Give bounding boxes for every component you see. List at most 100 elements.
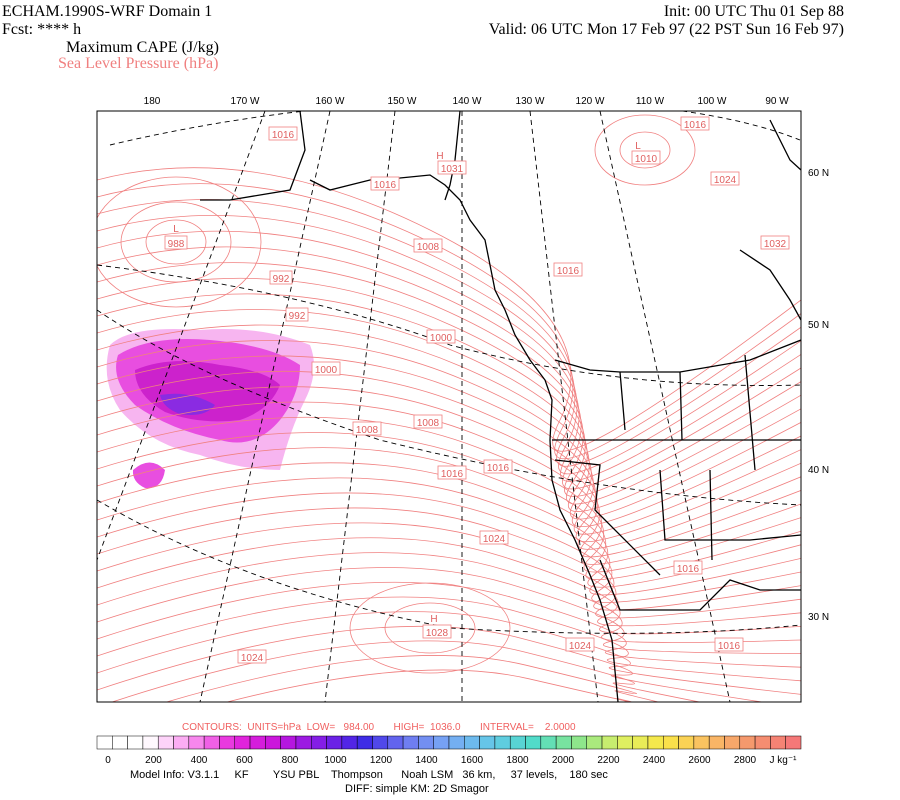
meridian xyxy=(599,111,731,702)
map-frame xyxy=(96,110,802,703)
isobar xyxy=(97,293,801,512)
colorbar-label: 1200 xyxy=(370,755,393,766)
isobar xyxy=(97,386,801,558)
isobar-label: 1024 xyxy=(569,641,592,652)
colorbar-cell xyxy=(188,735,205,750)
colorbar-cell xyxy=(448,735,465,750)
pressure-center: L xyxy=(173,224,179,235)
isobar-label: 1008 xyxy=(417,418,440,429)
isobar-label: 1016 xyxy=(374,180,397,191)
isobar xyxy=(97,462,801,596)
colorbar-cell xyxy=(356,735,373,750)
colorbar-cell xyxy=(234,735,251,750)
isobar-label: 1016 xyxy=(677,564,700,575)
colorbar-cell xyxy=(341,735,358,750)
isobar-label: 1016 xyxy=(272,130,295,141)
isobar xyxy=(97,537,801,635)
coastline xyxy=(200,111,619,702)
colorbar-cell xyxy=(525,735,542,750)
longitude-label: 130 W xyxy=(516,96,545,107)
colorbar-label: 1000 xyxy=(324,755,347,766)
isobar-label: 1031 xyxy=(441,164,464,175)
colorbar-label: 1800 xyxy=(506,755,529,766)
isobar-label: 1028 xyxy=(426,628,449,639)
colorbar-cell xyxy=(219,735,235,750)
isobar-label: 1016 xyxy=(718,641,741,652)
parallel xyxy=(97,264,801,386)
longitude-label: 90 W xyxy=(765,96,789,107)
colorbar-label: 800 xyxy=(282,755,299,766)
meridian xyxy=(529,111,599,702)
colorbar-cell xyxy=(770,735,786,750)
longitude-label: 160 W xyxy=(316,96,345,107)
isobar-label: 992 xyxy=(289,311,306,322)
meridian xyxy=(324,111,396,702)
init-time: Init: 00 UTC Thu 01 Sep 88 xyxy=(664,3,844,20)
isobar-label-box xyxy=(483,459,513,474)
colorbar-cell xyxy=(96,735,113,750)
meridian xyxy=(199,111,331,702)
isobar-label: 1032 xyxy=(764,239,787,250)
isobar xyxy=(97,167,801,452)
isobar xyxy=(97,277,801,505)
isobar-label-box xyxy=(565,637,595,652)
map-axes: 180 170 W 160 W 150 W 140 W 130 W 120 W 110 W 10… xyxy=(144,96,829,623)
isobar-center-ring xyxy=(384,602,476,654)
longitude-label: 110 W xyxy=(636,96,665,107)
colorbar-label: 2400 xyxy=(643,755,666,766)
colorbar-unit: J kg⁻¹ xyxy=(770,755,798,766)
map-layers xyxy=(97,111,801,702)
colorbar-label: 1600 xyxy=(461,755,484,766)
isobar-label: 1016 xyxy=(487,463,510,474)
valid-time: Valid: 06 UTC Mon 17 Feb 97 (22 PST Sun … xyxy=(489,21,844,38)
field-secondary: Sea Level Pressure (hPa) xyxy=(58,55,218,72)
colorbar-label: 2800 xyxy=(734,755,757,766)
colorbar: 0 200 400 600 800 1000 1200 1400 1600 1800 2000 220… xyxy=(96,735,802,766)
isobar-label-box xyxy=(164,235,188,250)
isobar-label: 1010 xyxy=(635,154,658,165)
latitude-label: 60 N xyxy=(808,168,829,179)
isobar-label: 992 xyxy=(273,274,290,285)
colorbar-label: 600 xyxy=(236,755,253,766)
colorbar-cell xyxy=(418,735,434,750)
isobar xyxy=(97,416,801,573)
colorbar-cell xyxy=(555,735,572,750)
isobar xyxy=(97,581,801,668)
isobar xyxy=(97,230,801,482)
colorbar-cell xyxy=(509,735,526,750)
isobar-label: 1008 xyxy=(356,425,379,436)
colorbar-cell xyxy=(387,735,404,750)
isobar-label-box xyxy=(714,637,744,652)
isobar xyxy=(225,669,634,702)
colorbar-label: 0 xyxy=(105,755,111,766)
colorbar-cell xyxy=(708,735,725,750)
longitude-label: 120 W xyxy=(576,96,605,107)
colorbar-cell xyxy=(571,735,587,750)
colorbar-cell xyxy=(157,735,174,750)
colorbar-cell xyxy=(326,735,343,750)
colorbar-cell xyxy=(479,735,496,750)
colorbar-cell xyxy=(586,735,603,750)
isobar-label-box xyxy=(352,421,382,436)
isobars xyxy=(97,114,801,702)
model-info: Model Info: V3.1.1 KF YSU PBL Thompson N… xyxy=(130,769,608,781)
isobar xyxy=(97,183,801,460)
isobar xyxy=(97,371,801,550)
isobar xyxy=(110,640,702,702)
colorbar-cell xyxy=(494,735,511,750)
isobar-label-box xyxy=(631,150,661,165)
isobar-label-box xyxy=(311,361,341,376)
isobar-label: 1016 xyxy=(684,120,707,131)
isobar-label: 1024 xyxy=(483,534,506,545)
latitude-label: 30 N xyxy=(808,612,829,623)
isobar-label: 1016 xyxy=(441,469,464,480)
colorbar-cell xyxy=(142,735,159,750)
isobar xyxy=(97,246,801,490)
title: ECHAM.1990S-WRF Domain 1 xyxy=(2,3,212,20)
colorbar-cell xyxy=(739,735,756,750)
isobar-label: 1000 xyxy=(315,365,338,376)
pressure-center: L xyxy=(635,141,641,152)
colorbar-cell xyxy=(265,735,281,750)
longitude-label: 150 W xyxy=(388,96,417,107)
